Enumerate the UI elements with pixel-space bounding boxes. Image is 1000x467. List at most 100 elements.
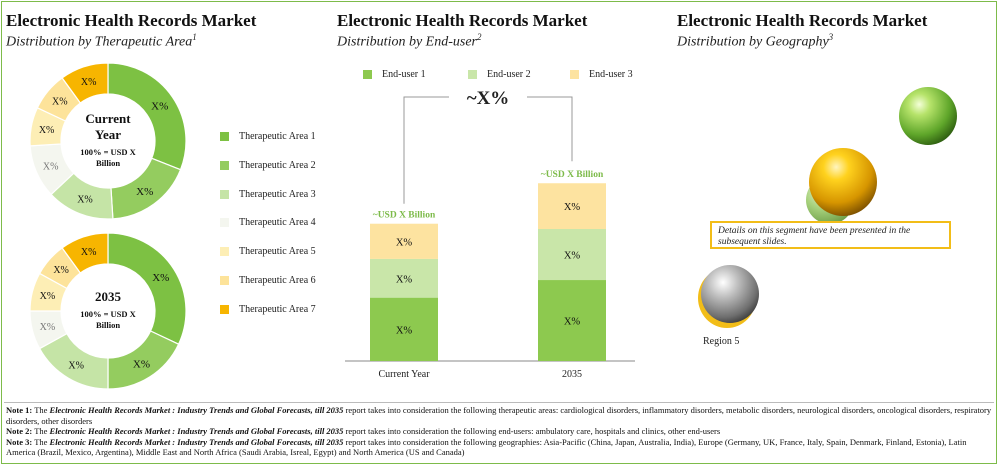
legend-item-end-user-2: End-user 2 — [468, 69, 531, 80]
legend-swatch — [220, 160, 229, 170]
y2035-slice-label-2: X% — [133, 358, 150, 370]
legend-label: Therapeutic Area 5 — [239, 246, 316, 258]
y2035-slice-label-3: X% — [68, 360, 84, 371]
legend-item-therapeutic-area-6: Therapeutic Area 6 — [220, 275, 316, 286]
legend-item-therapeutic-area-7: Therapeutic Area 7 — [220, 304, 316, 315]
bar-current-year-end-user-2 — [370, 258, 438, 298]
legend-label: End-user 3 — [589, 69, 633, 80]
legend-item-therapeutic-area-2: Therapeutic Area 2 — [220, 160, 316, 171]
current-center-value: 100% = USD X Billion — [80, 147, 136, 168]
bar-category-label-2: 2035 — [562, 369, 582, 380]
legend-item-therapeutic-area-4: Therapeutic Area 4 — [220, 217, 316, 228]
geography-bubbles — [698, 87, 957, 328]
note-1-pre: The — [34, 405, 48, 415]
notes-divider — [4, 402, 994, 403]
bar-2035-end-user-3 — [538, 183, 606, 229]
legend-swatch — [468, 70, 477, 79]
note-3-text: report takes into consideration the foll… — [6, 436, 967, 458]
current-slice-label-1: X% — [151, 100, 168, 112]
y2035-slice-label-4: X% — [40, 322, 56, 333]
note-1-report: Electronic Health Records Market : Indus… — [49, 405, 344, 415]
current-slice-label-2: X% — [136, 186, 153, 198]
growth-connector-left — [403, 96, 449, 204]
legend-label: Therapeutic Area 4 — [239, 217, 316, 229]
legend-label: Therapeutic Area 6 — [239, 275, 316, 286]
legend-label: Therapeutic Area 2 — [239, 159, 316, 171]
therapeutic-panel-subtitle: Distribution by Therapeutic Area1 — [6, 32, 197, 51]
geography-panel-title: Electronic Health Records Market — [677, 11, 928, 30]
legend-item-end-user-1: End-user 1 — [363, 69, 426, 80]
legend-swatch — [570, 70, 579, 79]
bar-2035-end-user-2 — [538, 229, 606, 281]
donut-chart-2035: X% X% X% X% X% X% X% 2035 100% = USD X Billion — [29, 232, 187, 390]
bar-total-label-1: ~USD X Billion — [373, 211, 436, 221]
note-2-pre: The — [34, 426, 48, 437]
current-slice-7 — [61, 62, 109, 104]
legend-swatch — [220, 189, 229, 199]
note-2-label: Note 2: — [6, 426, 33, 437]
note-1-label: Note 1: — [6, 405, 33, 415]
bar-category-label-1: Current Year — [378, 369, 430, 380]
y2035-slice-label-5: X% — [40, 291, 56, 302]
bar-total-label-2: ~USD X Billion — [541, 170, 604, 180]
legend-label: Therapeutic Area 7 — [239, 303, 316, 315]
bar-label-2035-end-user-1: X% — [564, 317, 581, 328]
note-3-report: Electronic Health Records Market : Indus… — [49, 436, 344, 447]
legend-item-end-user-3: End-user 3 — [570, 69, 633, 80]
region-5-label: Region 5 — [703, 336, 740, 347]
note-2: Note 2: The Electronic Health Records Ma… — [6, 426, 994, 437]
geography-callout: Details on this segment have been presen… — [710, 221, 951, 249]
y2035-slice-label-7: X% — [81, 247, 97, 258]
legend-swatch — [220, 218, 229, 228]
legend-label: Therapeutic Area 3 — [239, 188, 316, 200]
therapeutic-panel-title: Electronic Health Records Market — [6, 11, 257, 30]
stacked-bar-chart-enduser: X% X% X% ~USD X Billion Current Year X% X% X% ~U… — [345, 88, 635, 380]
bar-2035-end-user-1 — [538, 280, 606, 361]
legend-item-therapeutic-area-1: Therapeutic Area 1 — [220, 131, 316, 142]
legend-swatch — [220, 276, 229, 285]
footnotes: Note 1: The Electronic Health Records Ma… — [6, 405, 994, 458]
growth-label: ~X% — [467, 88, 510, 109]
note-ref-3: 3 — [828, 32, 834, 42]
legend-swatch — [363, 70, 372, 79]
note-3-pre: The — [34, 436, 48, 447]
legend-label: End-user 2 — [487, 69, 531, 80]
y2035-slice-label-1: X% — [152, 272, 169, 284]
bar-label-current-year-end-user-2: X% — [396, 274, 413, 285]
note-ref-2: 2 — [477, 32, 482, 42]
note-2-report: Electronic Health Records Market : Indus… — [49, 426, 344, 437]
legend-swatch — [220, 304, 229, 314]
current-slice-label-6: X% — [52, 97, 68, 108]
y2035-slice-7 — [61, 232, 109, 274]
current-center-label: Current Year — [85, 111, 131, 142]
enduser-subtitle-text: Distribution by End-user — [337, 34, 477, 50]
current-slice-label-4: X% — [43, 161, 59, 172]
note-3: Note 3: The Electronic Health Records Ma… — [6, 437, 994, 458]
bar-current-year-end-user-3 — [370, 223, 438, 259]
enduser-panel-title: Electronic Health Records Market — [337, 11, 588, 30]
y2035-slice-1 — [107, 232, 187, 346]
current-slice-label-7: X% — [81, 77, 97, 88]
current-slice-label-3: X% — [77, 195, 93, 206]
geography-panel-subtitle: Distribution by Geography3 — [677, 32, 833, 51]
growth-connector-right — [527, 96, 573, 162]
bar-label-2035-end-user-3: X% — [564, 202, 581, 213]
bar-current-year-end-user-1 — [370, 297, 438, 361]
region-bubble-grey — [701, 265, 759, 323]
legend-label: End-user 1 — [382, 69, 426, 80]
donut-chart-current-year: X% X% X% X% X% X% X% Current Year 100% = USD X Bil… — [29, 62, 187, 220]
note-1: Note 1: The Electronic Health Records Ma… — [6, 405, 994, 426]
legend-swatch — [220, 132, 229, 141]
region-bubble-gold — [809, 148, 877, 216]
geography-subtitle-text: Distribution by Geography — [677, 34, 829, 50]
y2035-slice-label-6: X% — [53, 265, 69, 276]
note-3-label: Note 3: — [6, 436, 33, 447]
note-2-text: report takes into consideration the foll… — [345, 426, 721, 437]
legend-label: Therapeutic Area 1 — [239, 131, 316, 142]
legend-item-therapeutic-area-5: Therapeutic Area 5 — [220, 246, 316, 257]
note-1-text: report takes into consideration the foll… — [6, 405, 992, 426]
note-ref-1: 1 — [192, 32, 197, 42]
current-slice-label-5: X% — [39, 125, 55, 136]
region-bubble-green — [899, 87, 957, 145]
